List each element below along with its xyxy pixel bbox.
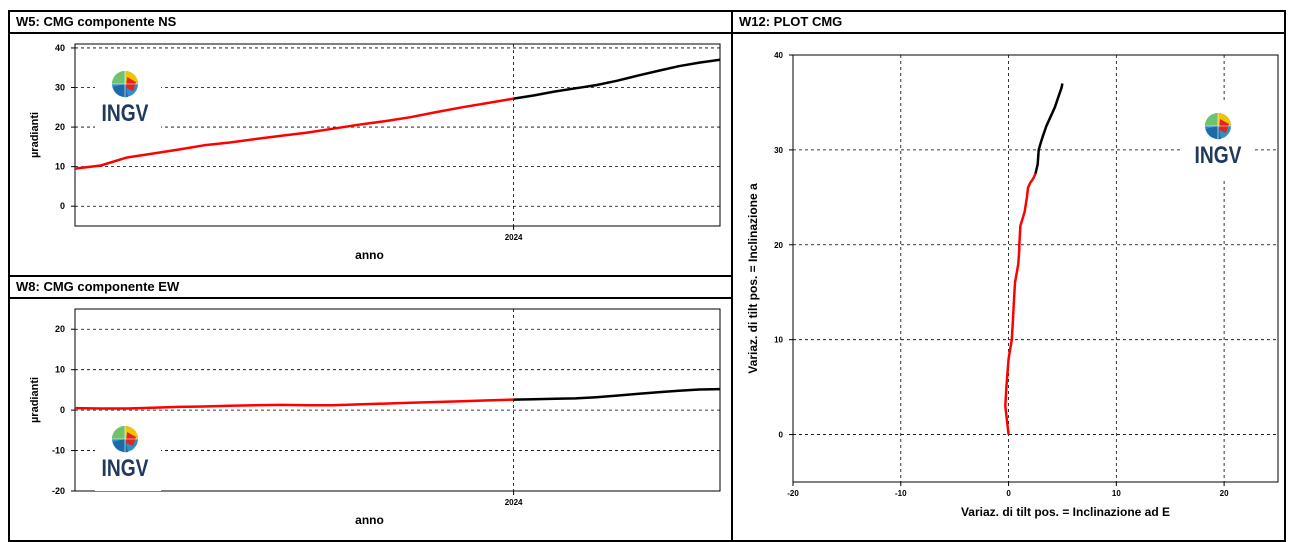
x-axis-label: Variaz. di tilt pos. = Inclinazione ad E — [961, 505, 1170, 519]
y-tick-label: 10 — [55, 162, 65, 172]
panel-title-plot: W12: PLOT CMG — [733, 12, 1284, 34]
y-axis-label: µradianti — [29, 112, 41, 158]
y-tick-label: 0 — [60, 405, 65, 415]
panel-ns: W5: CMG componente NS 40 30 20 10 0 2024 anno µ… — [8, 10, 733, 277]
x-tick-label: 2024 — [505, 498, 523, 507]
series-before-2024 — [74, 398, 514, 410]
panel-plot: W12: PLOT CMG -20 -10 0 10 20 0 10 20 30 40 Variaz… — [731, 10, 1286, 542]
chart-ns: 40 30 20 10 0 2024 anno µradianti INGV — [29, 43, 721, 262]
globe-icon — [112, 71, 138, 98]
plot-frame — [74, 308, 721, 492]
y-tick-label: 30 — [774, 146, 783, 155]
ingv-logo: INGV — [1195, 113, 1242, 169]
series-before-2024 — [1004, 173, 1037, 435]
ingv-logo-text: INGV — [102, 99, 149, 127]
x-axis-label: anno — [355, 248, 384, 262]
series-after-2024 — [1034, 83, 1064, 174]
y-tick-label: 10 — [774, 336, 783, 345]
y-tick-label: -10 — [52, 446, 65, 456]
y-tick-label: 40 — [774, 51, 783, 60]
y-tick-label: -20 — [52, 486, 65, 496]
x-tick-label: 10 — [1112, 489, 1121, 498]
plot-frame — [74, 43, 721, 227]
ingv-logo: INGV — [102, 426, 149, 482]
x-tick-label: 20 — [1220, 489, 1229, 498]
ingv-logo-text: INGV — [102, 454, 149, 482]
y-tick-label: 40 — [55, 43, 65, 53]
ingv-logo-text: INGV — [1195, 141, 1242, 169]
globe-icon — [1205, 113, 1231, 140]
series-after-2024 — [513, 387, 721, 401]
y-tick-label: 30 — [55, 83, 65, 93]
chart-plot: -20 -10 0 10 20 0 10 20 30 40 Variaz. di tilt pos.… — [746, 51, 1279, 519]
panel-ew: W8: CMG componente EW 20 10 0 -10 -20 2024 ann… — [8, 275, 733, 542]
x-tick-label: 2024 — [505, 233, 523, 242]
y-axis-label: µradianti — [29, 377, 41, 423]
y-tick-label: 0 — [779, 431, 784, 440]
y-tick-label: 20 — [55, 122, 65, 132]
y-tick-label: 10 — [55, 365, 65, 375]
x-tick-label: 0 — [1006, 489, 1011, 498]
x-axis-label: anno — [355, 513, 384, 527]
y-tick-label: 0 — [60, 201, 65, 211]
series-before-2024 — [74, 97, 514, 170]
panel-title-ns: W5: CMG componente NS — [10, 12, 731, 34]
y-tick-label: 20 — [55, 324, 65, 334]
y-tick-label: 20 — [774, 241, 783, 250]
globe-icon — [112, 426, 138, 453]
ingv-logo: INGV — [102, 71, 149, 127]
y-axis-label: Variaz. di tilt pos. = Inclinazione a — [746, 183, 760, 374]
panel-title-ew: W8: CMG componente EW — [10, 277, 731, 299]
x-tick-label: -20 — [787, 489, 799, 498]
x-tick-label: -10 — [895, 489, 907, 498]
chart-ew: 20 10 0 -10 -20 2024 anno µradianti INGV — [29, 308, 721, 527]
series-after-2024 — [513, 58, 721, 100]
